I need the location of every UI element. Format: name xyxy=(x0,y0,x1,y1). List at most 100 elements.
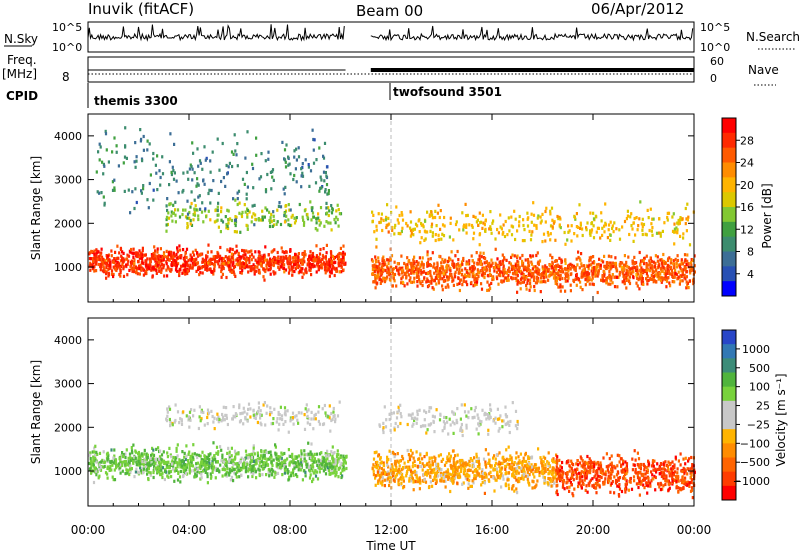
power-cell xyxy=(317,267,320,271)
power-cell xyxy=(298,258,301,262)
power-cell xyxy=(507,278,510,282)
power-cell xyxy=(207,243,210,247)
velocity-cell xyxy=(168,417,171,422)
power-cell xyxy=(307,259,310,263)
velocity-cell xyxy=(243,410,246,414)
power-cell xyxy=(614,261,617,265)
velocity-cell xyxy=(185,454,188,458)
power-cell xyxy=(289,172,292,176)
power-cell xyxy=(262,259,265,263)
velocity-cell xyxy=(211,470,214,474)
power-cell xyxy=(408,268,411,272)
power-cell xyxy=(631,259,634,263)
power-cell xyxy=(153,255,157,259)
velocity-cell xyxy=(269,410,272,414)
velocity-cell xyxy=(316,463,319,467)
power-cell xyxy=(254,265,257,269)
power-cell xyxy=(663,221,666,225)
power-cell xyxy=(245,249,248,253)
power-cell xyxy=(441,257,444,262)
power-cell xyxy=(522,218,525,222)
power-cell xyxy=(508,229,511,233)
power-cell xyxy=(233,251,237,255)
power-cell xyxy=(376,272,380,276)
power-cell xyxy=(295,255,298,259)
power-cell xyxy=(269,216,272,220)
power-cell xyxy=(617,275,620,279)
power-cell xyxy=(650,259,653,263)
power-cell xyxy=(580,275,583,279)
velocity-cell xyxy=(198,471,201,475)
power-cell xyxy=(603,224,606,228)
power-cell xyxy=(585,228,588,232)
power-cell xyxy=(563,267,567,271)
power-cell xyxy=(291,213,294,217)
velocity-cell xyxy=(140,452,143,456)
power-cell xyxy=(315,254,318,258)
power-cell xyxy=(400,277,403,281)
velocity-cell xyxy=(229,460,232,464)
power-cell xyxy=(216,260,219,264)
velocity-cell xyxy=(487,461,490,465)
power-cell xyxy=(342,268,345,272)
power-cell xyxy=(120,256,124,260)
power-cell xyxy=(253,203,256,207)
velocity-cell xyxy=(263,401,266,405)
velocity-cell xyxy=(540,458,543,462)
power-cell xyxy=(280,246,283,250)
velocity-cell xyxy=(375,464,378,468)
power-cell xyxy=(501,253,504,257)
power-cell xyxy=(640,282,643,286)
power-cell xyxy=(246,215,249,219)
power-cell xyxy=(559,226,562,230)
velocity-cell xyxy=(212,420,215,424)
power-cell xyxy=(426,230,429,234)
power-cell xyxy=(115,150,118,154)
velocity-cell xyxy=(276,463,279,467)
power-cell xyxy=(462,258,465,262)
power-cell xyxy=(589,229,592,233)
power-cell xyxy=(101,259,104,263)
power-cell xyxy=(301,267,304,271)
power-cell xyxy=(251,215,254,219)
power-cell xyxy=(98,191,101,195)
power-cell xyxy=(633,266,636,270)
power-cell xyxy=(304,158,307,162)
power-cell xyxy=(377,212,380,216)
power-cell xyxy=(235,153,238,157)
power-cell xyxy=(141,261,144,265)
power-cell xyxy=(420,236,423,240)
power-cell xyxy=(679,263,682,267)
velocity-cell xyxy=(216,467,219,471)
power-cell xyxy=(101,257,105,261)
power-cell xyxy=(246,227,249,231)
power-cell xyxy=(611,226,614,230)
power-cell xyxy=(376,270,379,274)
power-cell xyxy=(415,271,418,275)
power-cell xyxy=(640,222,643,226)
power-cell xyxy=(151,275,154,279)
power-cell xyxy=(499,262,502,266)
power-cell xyxy=(522,280,526,284)
power-cell xyxy=(450,273,453,277)
velocity-cell xyxy=(261,467,264,471)
power-cell xyxy=(581,227,584,231)
velocity-cell xyxy=(315,460,318,464)
velocity-cell xyxy=(333,451,336,455)
power-cell xyxy=(692,282,695,286)
velocity-cell xyxy=(129,456,132,460)
power-cell xyxy=(577,225,580,229)
power-cell xyxy=(387,216,390,220)
power-cell xyxy=(532,213,536,217)
power-cell xyxy=(671,280,674,284)
power-cell xyxy=(404,266,408,270)
power-cell xyxy=(88,252,91,256)
velocity-cell xyxy=(193,408,196,412)
power-cell xyxy=(267,150,270,154)
power-cell xyxy=(472,214,475,218)
power-cell xyxy=(102,265,105,269)
power-cell xyxy=(477,258,480,262)
power-cell xyxy=(114,259,117,263)
power-cell xyxy=(389,278,392,282)
power-cell xyxy=(244,210,247,214)
